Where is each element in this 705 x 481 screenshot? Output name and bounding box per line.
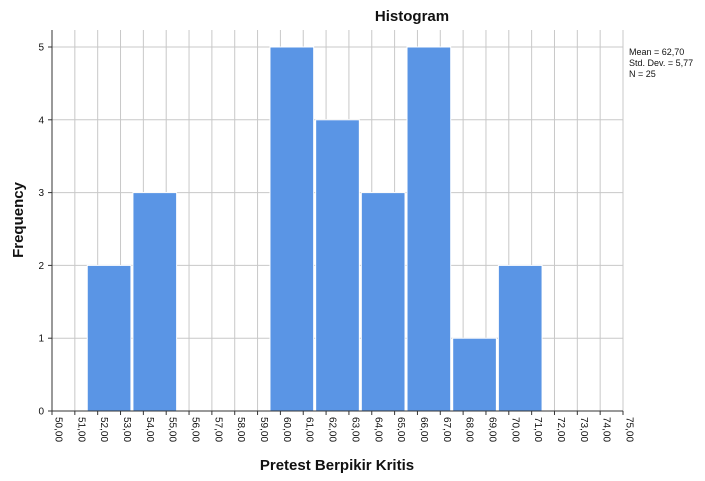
x-tick-label: 50,00 <box>53 417 64 442</box>
chart-title: Histogram <box>375 8 449 25</box>
x-tick-label: 67,00 <box>441 417 452 442</box>
y-tick-label: 4 <box>38 115 44 126</box>
x-tick-label: 57,00 <box>212 417 223 442</box>
x-tick-label: 54,00 <box>144 417 155 442</box>
y-tick-label: 3 <box>38 188 44 199</box>
x-tick-label: 74,00 <box>601 417 612 442</box>
x-tick-label: 66,00 <box>418 417 429 442</box>
x-axis-label: Pretest Berpikir Kritis <box>260 457 414 474</box>
x-tick-label: 71,00 <box>532 417 543 442</box>
x-tick-label: 72,00 <box>555 417 566 442</box>
histogram-bar <box>406 46 452 412</box>
x-tick-label: 59,00 <box>258 417 269 442</box>
x-tick-label: 65,00 <box>395 417 406 442</box>
x-tick-label: 56,00 <box>190 417 201 442</box>
x-tick-label: 63,00 <box>349 417 360 442</box>
histogram-bar <box>360 192 406 412</box>
x-tick-label: 62,00 <box>327 417 338 442</box>
y-tick-label: 2 <box>38 261 44 272</box>
x-tick-label: 73,00 <box>578 417 589 442</box>
histogram-bar <box>497 264 543 412</box>
stats-std-dev: Std. Dev. = 5,77 <box>629 58 693 68</box>
x-tick-label: 60,00 <box>281 417 292 442</box>
histogram-bar <box>315 119 360 412</box>
x-tick-label: 51,00 <box>75 417 86 442</box>
x-tick-label: 69,00 <box>486 417 497 442</box>
histogram-bar <box>132 192 178 412</box>
y-tick-label: 1 <box>38 334 44 345</box>
histogram-bar <box>452 337 497 412</box>
x-tick-label: 68,00 <box>464 417 475 442</box>
histogram-bar <box>269 46 315 412</box>
x-tick-label: 75,00 <box>624 417 635 442</box>
x-tick-label: 70,00 <box>509 417 520 442</box>
y-tick-label: 5 <box>38 43 44 54</box>
y-axis-label: Frequency <box>10 181 27 258</box>
stats-box: Mean = 62,70 Std. Dev. = 5,77 N = 25 <box>629 47 693 79</box>
y-tick-label: 0 <box>38 407 44 418</box>
x-tick-label: 64,00 <box>372 417 383 442</box>
x-tick-label: 58,00 <box>235 417 246 442</box>
histogram-bar <box>86 264 132 412</box>
stats-n: N = 25 <box>629 69 656 79</box>
x-tick-label: 52,00 <box>98 417 109 442</box>
x-tick-label: 61,00 <box>304 417 315 442</box>
stats-mean: Mean = 62,70 <box>629 47 684 57</box>
x-tick-label: 55,00 <box>167 417 178 442</box>
x-tick-label: 53,00 <box>121 417 132 442</box>
